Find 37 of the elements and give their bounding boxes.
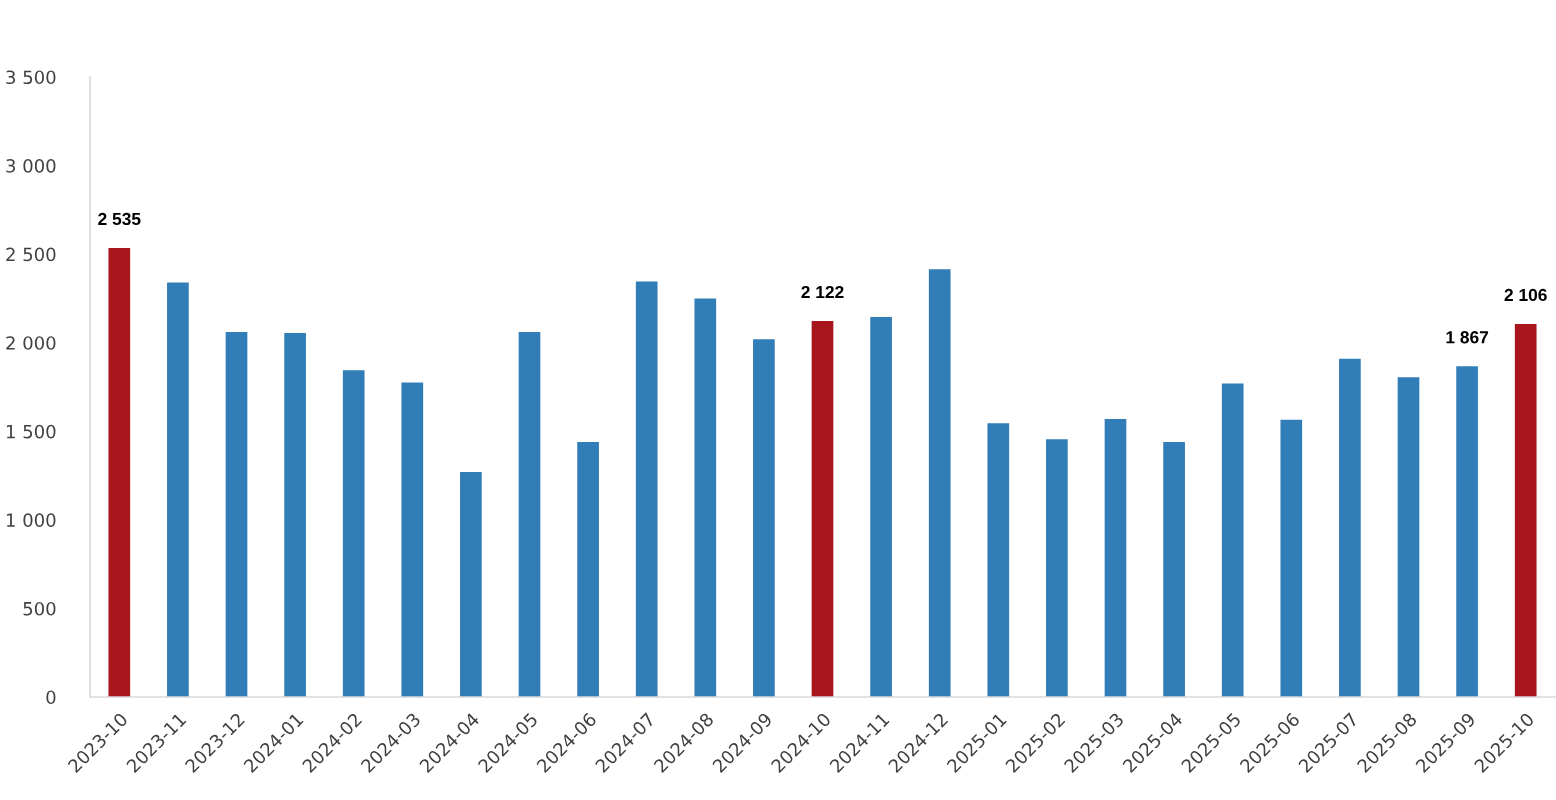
bar <box>108 247 131 697</box>
bar <box>870 317 892 697</box>
bar <box>753 339 775 697</box>
y-tick-label: 1 000 <box>6 513 56 527</box>
bar <box>1397 377 1420 697</box>
bar <box>635 281 658 697</box>
y-tick-label: 500 <box>23 601 56 616</box>
bar <box>811 321 834 697</box>
bar <box>225 332 248 697</box>
bar <box>577 441 599 697</box>
y-tick-label: 2 500 <box>6 247 56 262</box>
bar <box>1339 358 1361 697</box>
bar <box>167 282 189 697</box>
data-label: 2 535 <box>98 212 141 226</box>
bar <box>1456 366 1478 697</box>
bar <box>694 298 717 697</box>
bar <box>928 269 951 697</box>
data-label: 2 122 <box>801 285 844 299</box>
bar <box>1163 441 1185 697</box>
bar <box>1280 419 1303 697</box>
y-tick-label: 3 000 <box>6 159 56 173</box>
bar <box>460 472 482 697</box>
bar <box>1221 383 1244 697</box>
data-label: 1 867 <box>1446 331 1489 344</box>
y-tick-label: 3 500 <box>6 70 56 85</box>
bar <box>401 382 424 697</box>
bar <box>1514 323 1537 697</box>
bar <box>1046 439 1068 697</box>
y-tick-label: 2 000 <box>6 336 56 350</box>
bar <box>1104 418 1127 697</box>
y-tick-label: 1 500 <box>6 424 56 439</box>
y-tick-label: 0 <box>46 690 56 705</box>
bar <box>342 370 365 697</box>
bar <box>518 332 541 697</box>
bar <box>987 423 1010 697</box>
data-label: 2 106 <box>1504 288 1547 302</box>
bar <box>284 332 306 697</box>
